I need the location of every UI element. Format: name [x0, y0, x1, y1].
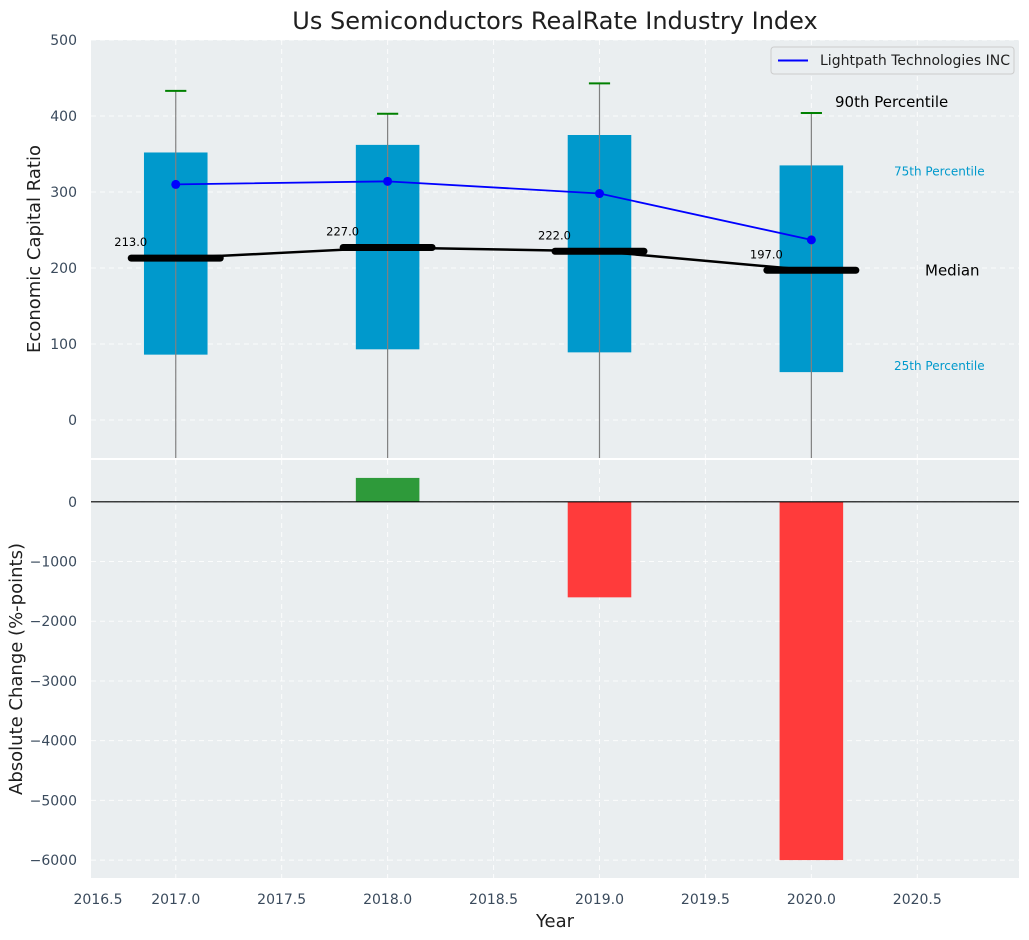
annotation-90th-percentile: 90th Percentile [835, 93, 948, 111]
chart-title: Us Semiconductors RealRate Industry Inde… [292, 7, 817, 35]
top-panel-marks: 213.0 227.0 222.0 197.0 [114, 82, 860, 458]
bottom-y-tick-label-1: −5000 [30, 793, 77, 809]
x-tick-label-8: 2020.5 [893, 892, 942, 908]
legend-box [770, 46, 1015, 75]
top-y-tick-label-2: 200 [50, 261, 77, 277]
x-tick-label-0: 2016.5 [74, 892, 123, 908]
x-tick-label-3: 2018.0 [363, 892, 412, 908]
median-value-label-2017: 213.0 [114, 235, 147, 249]
top-y-tick-label-0: 0 [68, 413, 77, 429]
legend-label-company: Lightpath Technologies INC [820, 53, 1010, 69]
annotation-median: Median [925, 261, 980, 279]
bottom-y-tick-label-4: −2000 [30, 614, 77, 630]
x-tick-label-2: 2017.5 [257, 892, 306, 908]
bottom-panel-marks [91, 477, 1019, 861]
top-y-axis-title: Economic Capital Ratio [24, 145, 45, 353]
bottom-y-axis-title: Absolute Change (%-points) [6, 543, 27, 795]
change-bar-2019 [567, 501, 632, 598]
legend: Lightpath Technologies INC [770, 46, 1015, 75]
bottom-y-tick-label-2: −4000 [30, 734, 77, 750]
company-point-2020 [806, 235, 816, 245]
x-tick-label-1: 2017.0 [151, 892, 200, 908]
company-line [175, 180, 812, 241]
top-y-tick-label-1: 100 [50, 337, 77, 353]
company-point-2019 [594, 189, 604, 199]
median-value-label-2018: 227.0 [326, 224, 359, 238]
x-tick-label-4: 2018.5 [469, 892, 518, 908]
bottom-y-tick-label-0: −6000 [30, 853, 77, 869]
change-bar-2020 [779, 501, 844, 861]
bottom-y-tick-label-5: −1000 [30, 555, 77, 571]
x-axis-title: Year [535, 911, 575, 932]
x-tick-label-5: 2019.0 [575, 892, 624, 908]
median-line [175, 246, 812, 272]
company-point-2017 [171, 179, 181, 189]
top-y-tick-label-3: 300 [50, 185, 77, 201]
company-point-2018 [383, 176, 393, 186]
change-bar-2018 [355, 477, 420, 502]
annotation-75th-percentile: 75th Percentile [894, 164, 985, 178]
median-value-label-2019: 222.0 [538, 228, 571, 242]
bottom-y-tick-label-3: −3000 [30, 674, 77, 690]
annotation-25th-percentile: 25th Percentile [894, 359, 985, 373]
bottom-panel-background [91, 460, 1019, 878]
x-tick-label-6: 2019.5 [681, 892, 730, 908]
x-tick-label-7: 2020.0 [787, 892, 836, 908]
top-y-tick-label-5: 500 [50, 33, 77, 49]
top-y-tick-label-4: 400 [50, 109, 77, 125]
bottom-y-tick-label-6: 0 [68, 495, 77, 511]
median-value-label-2020: 197.0 [750, 247, 783, 261]
